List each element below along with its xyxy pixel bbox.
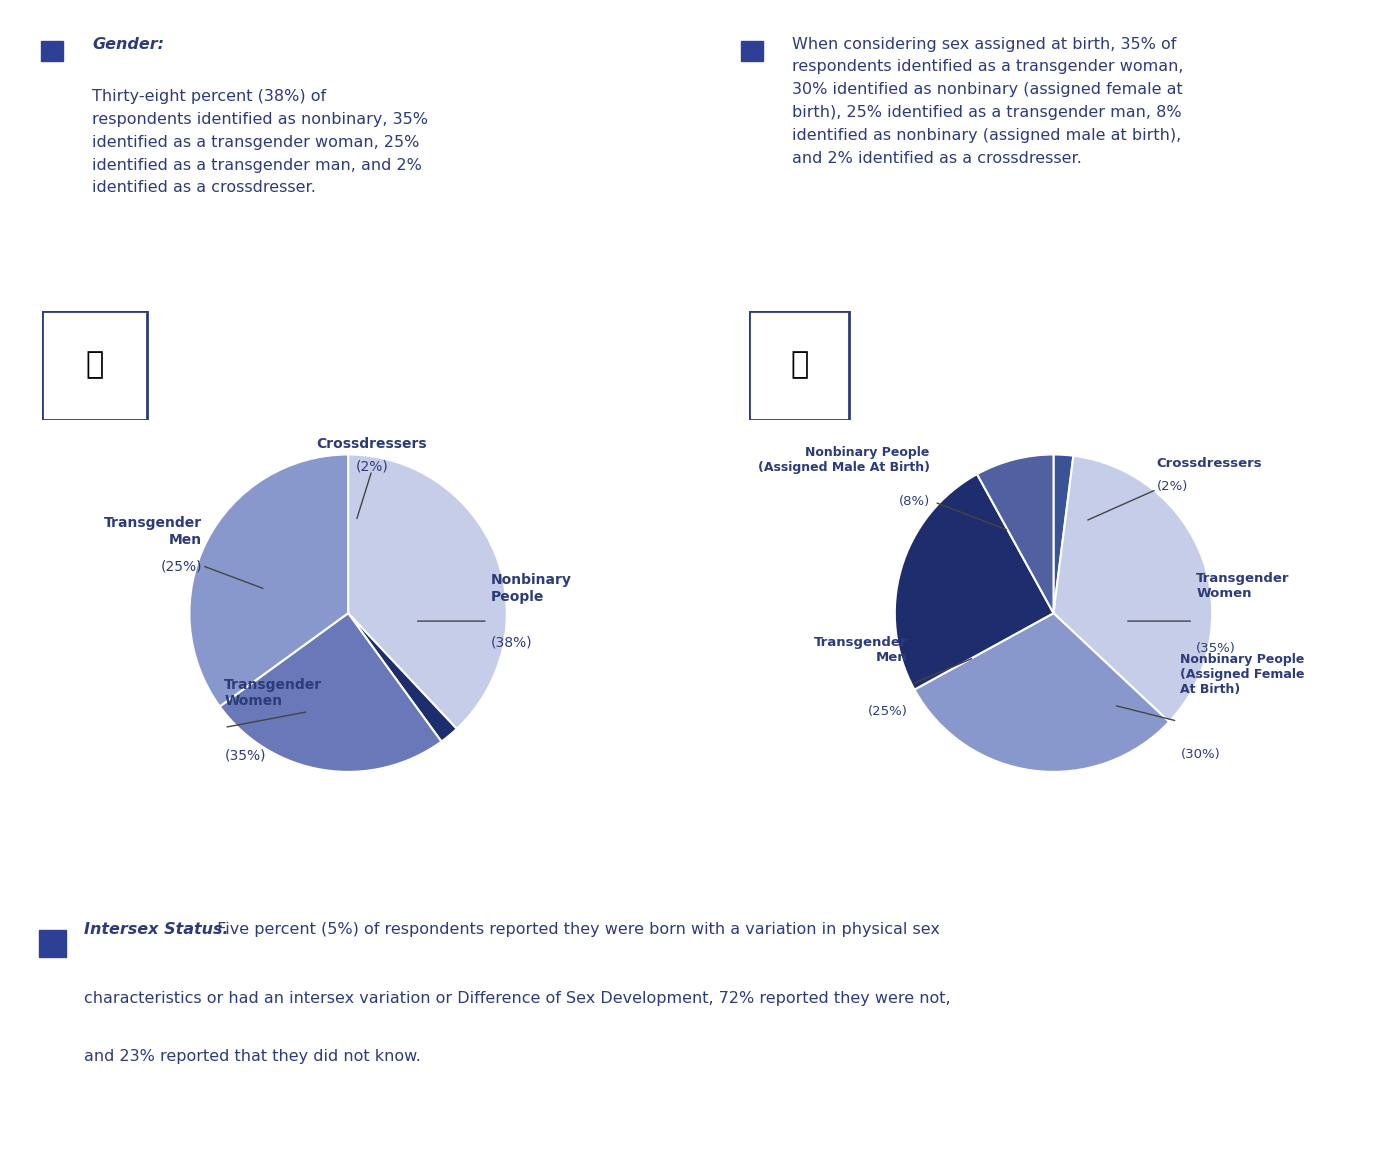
Text: Gender Identity: Gender Identity (326, 355, 500, 375)
Wedge shape (349, 613, 456, 742)
Wedge shape (977, 454, 1054, 613)
Text: (38%): (38%) (491, 636, 532, 650)
Text: (30%): (30%) (1180, 749, 1221, 761)
Bar (42, 310, 147, 420)
Text: 🚻: 🚻 (85, 351, 104, 380)
Text: (8%): (8%) (899, 496, 930, 508)
Text: Nonbinary
People: Nonbinary People (491, 574, 571, 604)
Text: When considering sex assigned at birth, 35% of
respondents identified as a trans: When considering sex assigned at birth, … (792, 37, 1184, 166)
Wedge shape (220, 613, 441, 772)
Text: and 23% reported that they did not know.: and 23% reported that they did not know. (84, 1049, 421, 1064)
Text: Transgender
Women: Transgender Women (1197, 573, 1289, 600)
Wedge shape (914, 613, 1169, 772)
Text: Crossdressers: Crossdressers (316, 437, 427, 451)
Text: (2%): (2%) (1156, 480, 1189, 492)
Bar (39, 930, 66, 957)
Wedge shape (189, 454, 349, 706)
Text: (25%): (25%) (161, 560, 202, 574)
Text: Nonbinary People
(Assigned Male At Birth): Nonbinary People (Assigned Male At Birth… (757, 445, 930, 474)
Text: characteristics or had an intersex variation or Difference of Sex Development, 7: characteristics or had an intersex varia… (84, 990, 951, 1005)
Text: Gender identity
(By Sex Assigned At Birth): Gender identity (By Sex Assigned At Birt… (980, 345, 1228, 385)
Text: Thirty-eight percent (38%) of
respondents identified as nonbinary, 35%
identifie: Thirty-eight percent (38%) of respondent… (92, 90, 428, 196)
Text: (2%): (2%) (356, 460, 388, 474)
Text: Intersex Status.: Intersex Status. (84, 922, 230, 937)
Text: Transgender
Men: Transgender Men (104, 516, 202, 546)
Text: 🚻: 🚻 (790, 351, 808, 380)
Wedge shape (1053, 455, 1212, 722)
Text: Transgender
Women: Transgender Women (224, 678, 322, 708)
Wedge shape (1053, 454, 1074, 613)
Text: (35%): (35%) (1197, 642, 1236, 654)
Text: (25%): (25%) (868, 705, 907, 719)
Text: Nonbinary People
(Assigned Female
At Birth): Nonbinary People (Assigned Female At Bir… (1180, 653, 1305, 696)
Text: Transgender
Men: Transgender Men (813, 636, 907, 664)
Text: Gender:: Gender: (92, 37, 164, 52)
Wedge shape (895, 474, 1053, 690)
Text: Crossdressers: Crossdressers (1156, 458, 1263, 470)
Text: (35%): (35%) (224, 749, 266, 762)
Wedge shape (349, 454, 507, 729)
Text: Five percent (5%) of respondents reported they were born with a variation in phy: Five percent (5%) of respondents reporte… (213, 922, 939, 937)
Bar (749, 310, 850, 420)
Bar (41, 41, 63, 61)
Bar (741, 41, 763, 61)
